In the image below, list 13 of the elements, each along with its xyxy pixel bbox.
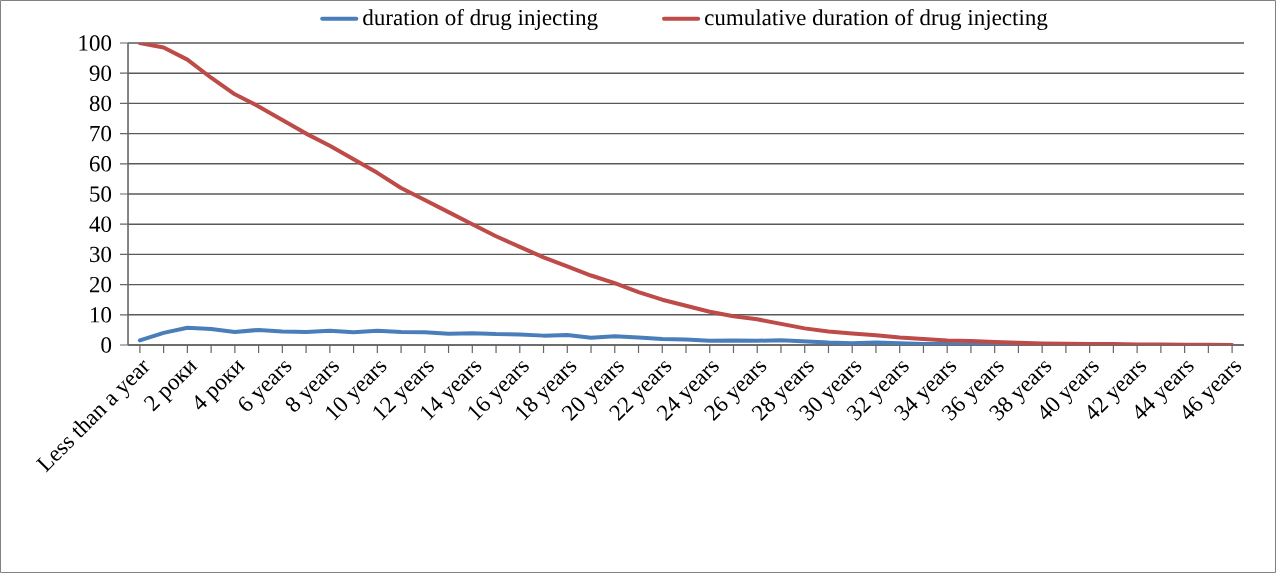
y-tick-label: 10 [90, 307, 112, 323]
y-tick-label: 90 [89, 65, 112, 81]
y-tick-label: 60 [89, 156, 112, 172]
y-tick-label: 0 [101, 337, 112, 353]
y-tick-label: 80 [89, 95, 112, 112]
y-tick-label: 40 [89, 216, 112, 232]
y-tick-label: 30 [90, 246, 112, 263]
legend-label: cumulative duration of drug injecting [705, 8, 1048, 31]
y-tick-label: 50 [90, 186, 112, 202]
y-tick-label: 70 [90, 125, 112, 142]
y-tick-label: 20 [89, 276, 112, 293]
legend-label: duration of drug injecting [363, 8, 598, 31]
y-tick-label: 100 [79, 35, 112, 51]
